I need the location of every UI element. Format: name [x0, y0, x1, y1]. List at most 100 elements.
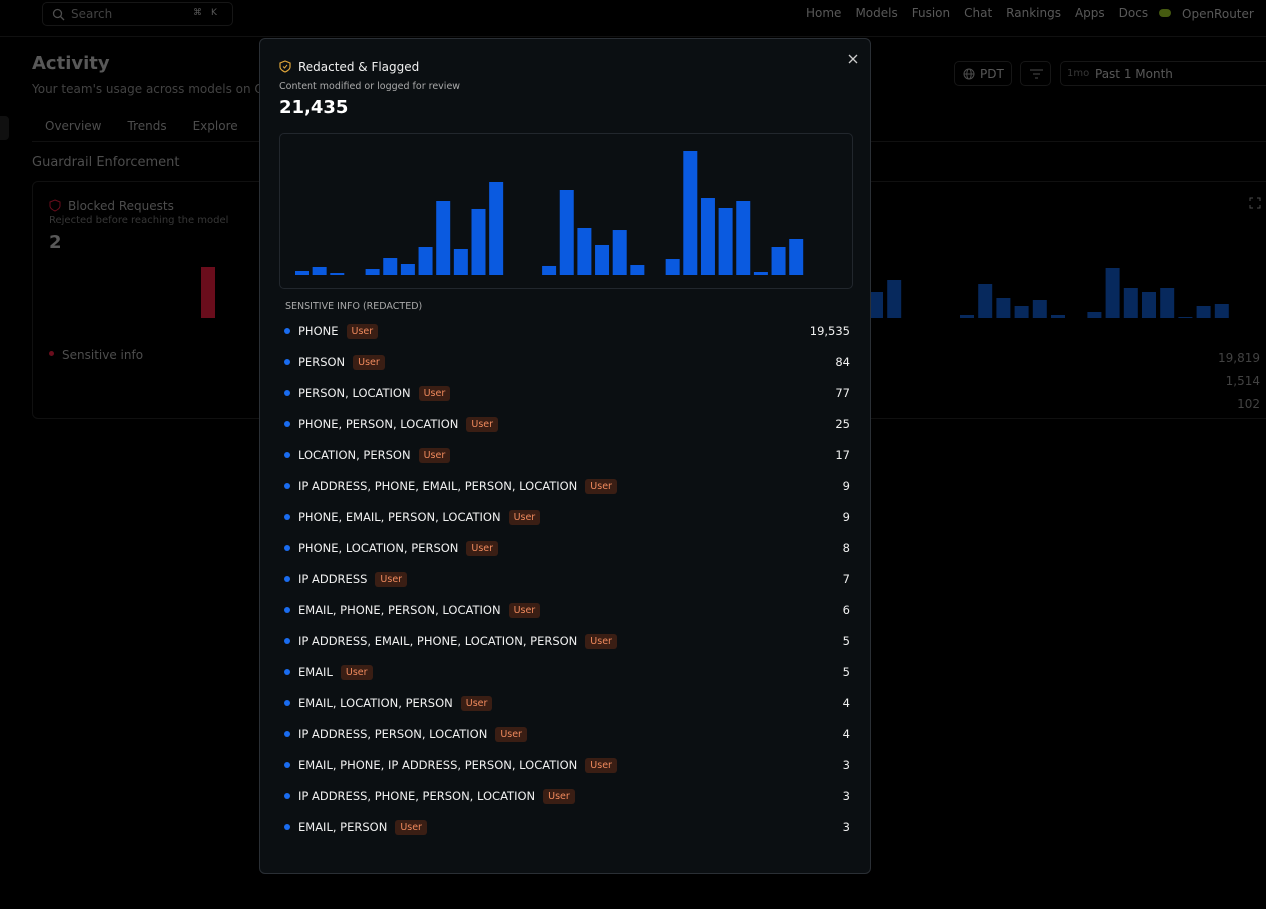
- row-dot: [284, 390, 290, 396]
- row[interactable]: PHONE, EMAIL, PERSON, LOCATION User 9: [284, 505, 850, 529]
- row-tag: User: [495, 726, 527, 742]
- shortcut-key: ⌘: [193, 8, 202, 18]
- row-tag: User: [460, 695, 493, 711]
- bar: [996, 298, 1011, 318]
- tab[interactable]: Overview: [45, 119, 102, 133]
- row[interactable]: IP ADDRESS, PHONE, EMAIL, PERSON, LOCATI…: [284, 474, 850, 498]
- close-button[interactable]: [848, 54, 858, 64]
- search-placeholder: Search: [71, 7, 113, 21]
- row[interactable]: PERSON, LOCATION User 77: [284, 381, 850, 405]
- bar: [1087, 312, 1102, 318]
- row-tag: User: [508, 602, 541, 618]
- timezone-button[interactable]: PDT: [954, 61, 1012, 86]
- page-title: Activity: [32, 53, 110, 74]
- row-label: EMAIL, PERSON: [298, 820, 388, 834]
- row-tag: User: [340, 664, 373, 680]
- row-count: 9: [842, 479, 850, 493]
- section-title: Guardrail Enforcement: [32, 155, 180, 170]
- row-count: 6: [842, 603, 850, 617]
- row[interactable]: EMAIL, LOCATION, PERSON User 4: [284, 691, 850, 715]
- bar: [1123, 288, 1138, 318]
- bar: [630, 265, 645, 275]
- bar: [1051, 315, 1065, 318]
- row-count: 17: [835, 448, 850, 462]
- nav-link[interactable]: Apps: [1074, 6, 1105, 20]
- row-label: IP ADDRESS: [298, 572, 368, 586]
- row-label: IP ADDRESS, PERSON, LOCATION: [298, 727, 488, 741]
- row-label: PHONE, PERSON, LOCATION: [298, 417, 459, 431]
- bar: [700, 198, 715, 275]
- row[interactable]: PHONE User 19,535: [284, 319, 850, 343]
- row[interactable]: EMAIL User 5: [284, 660, 850, 684]
- bar: [753, 272, 768, 275]
- bar: [595, 244, 610, 275]
- row[interactable]: IP ADDRESS User 7: [284, 567, 850, 591]
- bar: [665, 259, 680, 275]
- bar: [453, 248, 468, 275]
- row-dot: [284, 545, 290, 551]
- row-label: IP ADDRESS, EMAIL, PHONE, LOCATION, PERS…: [298, 634, 578, 648]
- row[interactable]: IP ADDRESS, PHONE, PERSON, LOCATION User 3: [284, 784, 850, 808]
- row-tag: User: [353, 354, 385, 370]
- card-subtitle: Rejected before reaching the model: [49, 215, 229, 226]
- nav-link[interactable]: Home: [806, 6, 842, 20]
- row-count: 7: [842, 572, 850, 586]
- nav-link[interactable]: Rankings: [1006, 6, 1061, 20]
- row[interactable]: EMAIL, PHONE, IP ADDRESS, PERSON, LOCATI…: [284, 753, 850, 777]
- bar: [383, 258, 398, 275]
- row-label: LOCATION, PERSON: [298, 448, 411, 462]
- row[interactable]: LOCATION, PERSON User 17: [284, 443, 850, 467]
- tab[interactable]: Explore: [192, 119, 238, 133]
- background-charts: [201, 267, 1229, 318]
- nav-link[interactable]: Models: [855, 6, 898, 20]
- bar: [1105, 268, 1120, 318]
- bar: [471, 208, 486, 275]
- bar: [771, 247, 786, 275]
- bar: [577, 227, 592, 275]
- row[interactable]: PHONE, LOCATION, PERSON User 8: [284, 536, 850, 560]
- expand-icon[interactable]: [1249, 197, 1261, 209]
- row-count: 25: [835, 417, 850, 431]
- bar: [559, 190, 574, 275]
- nav-link[interactable]: Docs: [1118, 6, 1149, 20]
- tab[interactable]: Trends: [127, 119, 167, 133]
- bar: [1142, 292, 1156, 318]
- count: 1,514: [1225, 374, 1260, 388]
- count: 19,819: [1218, 351, 1260, 365]
- row-count: 84: [835, 355, 850, 369]
- row-label: EMAIL, PHONE, PERSON, LOCATION: [298, 603, 501, 617]
- search-box[interactable]: Search ⌘ K: [42, 2, 233, 26]
- filter-button[interactable]: [1020, 61, 1051, 86]
- nav-link[interactable]: Chat: [964, 6, 993, 20]
- filter-icon: [1030, 69, 1043, 79]
- row-dot: [284, 700, 290, 706]
- row-count: 3: [842, 758, 850, 772]
- row-count: 5: [842, 634, 850, 648]
- row-tag: User: [466, 540, 499, 556]
- row-count: 77: [835, 386, 850, 400]
- row[interactable]: PERSON User 84: [284, 350, 850, 374]
- row-tag: User: [508, 509, 541, 525]
- row[interactable]: PHONE, PERSON, LOCATION User 25: [284, 412, 850, 436]
- row[interactable]: IP ADDRESS, PERSON, LOCATION User 4: [284, 722, 850, 746]
- nav-link[interactable]: Fusion: [911, 6, 951, 20]
- row-dot: [284, 731, 290, 737]
- side-handle: [0, 116, 9, 140]
- row[interactable]: EMAIL, PHONE, PERSON, LOCATION User 6: [284, 598, 850, 622]
- list-heading: SENSITIVE INFO (REDACTED): [285, 301, 423, 312]
- range: Past 1 Month: [1095, 67, 1173, 81]
- bar: [418, 247, 433, 275]
- row[interactable]: IP ADDRESS, EMAIL, PHONE, LOCATION, PERS…: [284, 629, 850, 653]
- row-dot: [284, 328, 290, 334]
- row[interactable]: EMAIL, PERSON User 3: [284, 815, 850, 839]
- row-tag: User: [466, 416, 499, 432]
- bar: [400, 263, 415, 275]
- bar: [436, 201, 451, 275]
- row-label: PERSON, LOCATION: [298, 386, 411, 400]
- range-select[interactable]: 1mo Past 1 Month: [1060, 61, 1266, 86]
- row-dot: [284, 359, 290, 365]
- account-name[interactable]: OpenRouter: [1182, 7, 1254, 21]
- bar: [683, 151, 698, 275]
- row-count: 8: [842, 541, 850, 555]
